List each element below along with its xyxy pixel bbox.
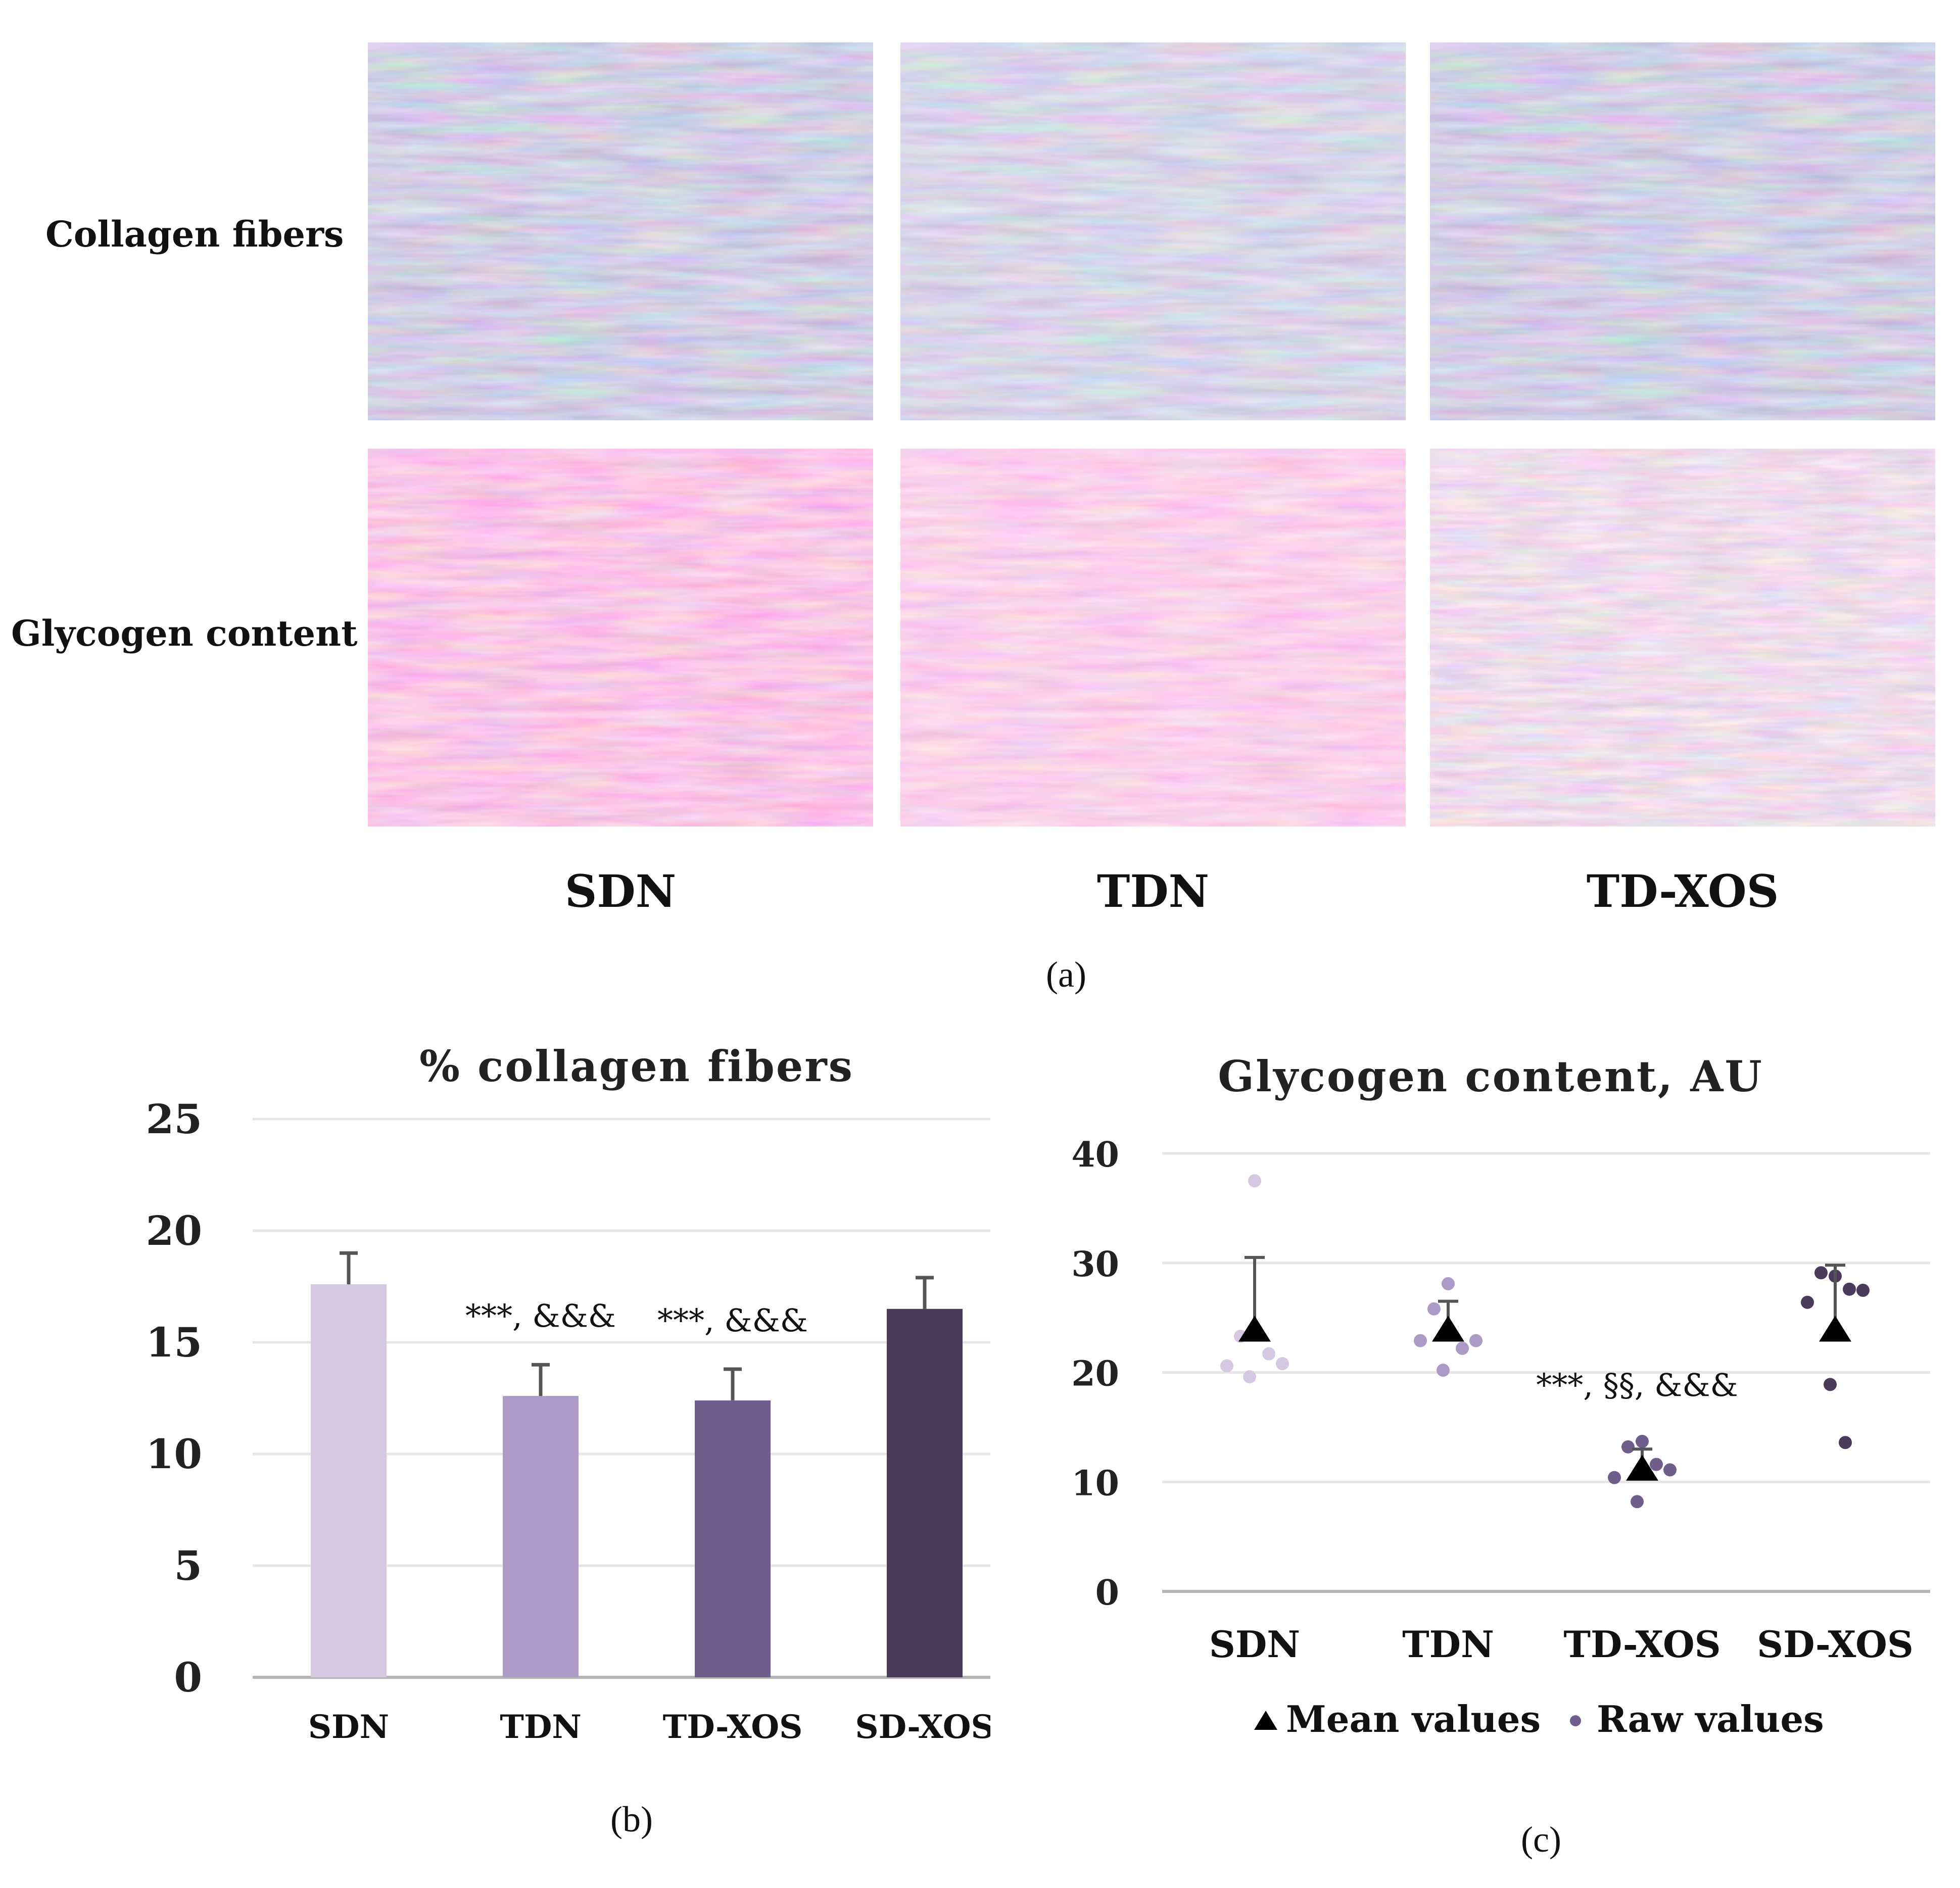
y-tick-label: 5 (174, 1542, 202, 1589)
y-tick-label: 25 (146, 1095, 202, 1143)
raw-value-point (1243, 1370, 1256, 1384)
mean-value-marker (1238, 1316, 1271, 1342)
x-tick-label: SD-XOS (1757, 1623, 1914, 1666)
legend-raw-marker (1570, 1715, 1581, 1726)
raw-value-point (1248, 1174, 1261, 1188)
raw-value-point (1801, 1295, 1814, 1309)
chart-c-title: Glycogen content, AU (1218, 1051, 1763, 1101)
raw-value-point (1856, 1283, 1870, 1297)
x-tick-label: TDN (500, 1708, 582, 1746)
column-label-sdn: SDN (564, 865, 677, 917)
y-tick-label: 10 (1071, 1463, 1119, 1504)
bar-sd-xos (887, 1309, 963, 1677)
significance-label: ***, §§, &&& (1536, 1367, 1738, 1403)
y-tick-label: 15 (146, 1319, 202, 1366)
significance-label: ***, &&& (657, 1302, 808, 1339)
panel-letter-b: (b) (610, 1799, 653, 1839)
row-label-glycogen: Glycogen content (11, 612, 358, 654)
bar-tdn (503, 1396, 579, 1677)
micrograph-glycogen-sdn (368, 449, 873, 827)
micrograph-glycogen-tdxos (1430, 449, 1935, 827)
x-tick-label: TDN (1402, 1623, 1494, 1666)
y-tick-label: 20 (1071, 1354, 1119, 1394)
raw-value-point (1220, 1359, 1233, 1373)
raw-value-point (1636, 1435, 1649, 1448)
y-tick-label: 10 (146, 1430, 202, 1478)
raw-value-point (1437, 1364, 1450, 1377)
panel-letter-c: (c) (1521, 1819, 1561, 1860)
x-tick-label: SDN (1209, 1623, 1300, 1666)
micrograph-collagen-tdn (900, 42, 1406, 420)
bar-sdn (311, 1284, 387, 1677)
x-tick-label: SDN (308, 1708, 389, 1746)
raw-value-point (1262, 1347, 1275, 1361)
raw-value-point (1814, 1266, 1828, 1280)
column-label-tdxos: TD-XOS (1586, 865, 1779, 917)
mean-value-marker (1819, 1316, 1851, 1342)
glycogen-scatter-chart: Glycogen content, AU 0 10 20 30 40 SDN TDN TD-XO… (1071, 1051, 1930, 1740)
micrograph-collagen-tdxos (1430, 42, 1935, 420)
raw-value-point (1414, 1334, 1427, 1347)
panel-letter-a: (a) (1046, 954, 1086, 995)
chart-b-title: % collagen fibers (419, 1041, 854, 1091)
raw-value-point (1843, 1282, 1856, 1296)
x-tick-label: SD-XOS (855, 1708, 990, 1746)
raw-value-point (1631, 1495, 1644, 1509)
raw-value-point (1608, 1471, 1621, 1484)
legend-raw-label: Raw values (1597, 1698, 1824, 1740)
y-tick-label: 0 (1095, 1573, 1119, 1613)
legend-mean-marker (1254, 1711, 1277, 1730)
raw-value-point (1663, 1463, 1677, 1477)
raw-value-point (1427, 1302, 1441, 1316)
raw-value-point (1650, 1458, 1663, 1471)
bar-td-xos (695, 1400, 771, 1677)
mean-value-marker (1432, 1316, 1464, 1342)
micrograph-collagen-sdn (368, 42, 873, 420)
collagen-bar-chart: % collagen fibers 0 5 10 15 20 25 SDN TDN ***, &&… (146, 1041, 990, 1746)
y-tick-label: 40 (1071, 1135, 1119, 1175)
x-tick-label: TD-XOS (663, 1708, 803, 1746)
raw-value-point (1824, 1378, 1837, 1391)
y-tick-label: 20 (146, 1207, 202, 1254)
significance-label: ***, &&& (465, 1297, 616, 1334)
row-label-collagen: Collagen fibers (45, 213, 344, 255)
raw-value-point (1456, 1341, 1469, 1355)
raw-value-point (1839, 1436, 1852, 1449)
mean-value-marker (1626, 1455, 1658, 1481)
raw-value-point (1276, 1357, 1289, 1371)
y-tick-label: 0 (174, 1654, 202, 1701)
legend-mean-label: Mean values (1286, 1698, 1541, 1740)
x-tick-label: TD-XOS (1563, 1623, 1720, 1666)
column-label-tdn: TDN (1096, 865, 1210, 917)
raw-value-point (1621, 1440, 1635, 1454)
raw-value-point (1469, 1334, 1483, 1347)
micrograph-glycogen-tdn (900, 449, 1406, 827)
y-tick-label: 30 (1071, 1244, 1119, 1285)
raw-value-point (1442, 1277, 1455, 1290)
